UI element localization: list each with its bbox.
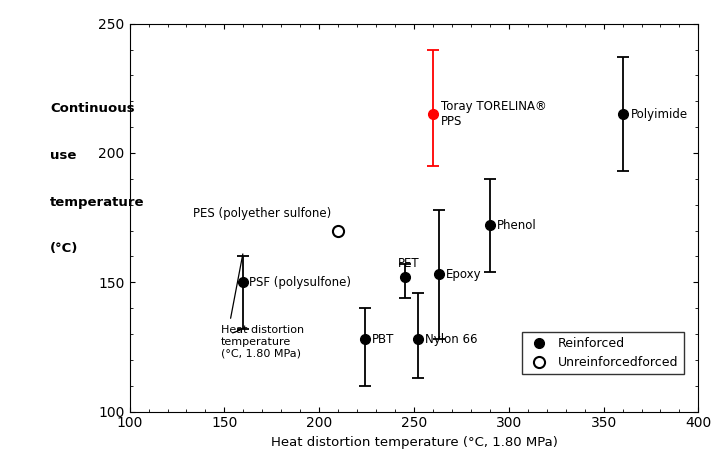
Text: PSF (polysulfone): PSF (polysulfone) (249, 276, 351, 289)
Text: Continuous: Continuous (50, 103, 135, 115)
Text: PES (polyether sulfone): PES (polyether sulfone) (193, 207, 331, 220)
Text: temperature: temperature (50, 195, 145, 209)
Text: Nylon 66: Nylon 66 (425, 333, 477, 346)
Text: Phenol: Phenol (497, 219, 536, 232)
Text: PBT: PBT (372, 333, 394, 346)
Text: Toray TORELINA®
PPS: Toray TORELINA® PPS (441, 100, 547, 128)
Text: Polyimide: Polyimide (631, 108, 688, 121)
Text: Heat distortion
temperature
(°C, 1.80 MPa): Heat distortion temperature (°C, 1.80 MP… (220, 325, 304, 358)
Text: Epoxy: Epoxy (446, 268, 481, 281)
Text: (°C): (°C) (50, 242, 78, 255)
X-axis label: Heat distortion temperature (°C, 1.80 MPa): Heat distortion temperature (°C, 1.80 MP… (271, 436, 557, 449)
Legend: Reinforced, Unreinforcedforced: Reinforced, Unreinforcedforced (522, 332, 683, 374)
Text: use: use (50, 149, 76, 162)
Text: PET: PET (397, 257, 419, 270)
